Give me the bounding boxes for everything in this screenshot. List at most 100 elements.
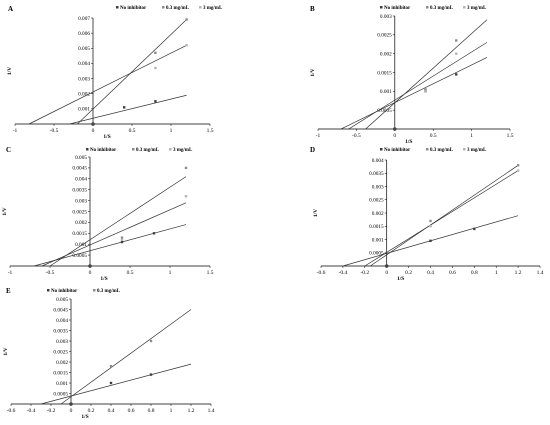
y-tick-label: 0.004 <box>78 61 90 67</box>
legend-marker <box>86 148 89 151</box>
data-point <box>185 44 188 47</box>
legend-entry: No inhibitor <box>51 289 78 294</box>
y-tick-label: 0.005 <box>75 155 87 161</box>
x-tick-label: -0.5 <box>46 270 55 276</box>
data-point <box>120 238 124 242</box>
x-tick-label: 0.5 <box>430 133 437 139</box>
x-tick-label: 0 <box>89 270 92 276</box>
x-tick-label: 1 <box>495 270 498 276</box>
x-tick-label: -1 <box>316 133 321 139</box>
x-axis-label: 1/S <box>405 139 412 145</box>
y-tick-label: 0.0015 <box>377 70 392 76</box>
legend-marker <box>169 148 172 151</box>
x-tick-label: 1.4 <box>208 408 215 414</box>
x-tick-label: 0.6 <box>449 270 456 276</box>
panel-label: C <box>6 146 11 154</box>
regression-line <box>340 57 488 130</box>
legend-entry: 3 mg/mL <box>467 6 487 11</box>
origin-point <box>393 127 397 131</box>
panel-label: B <box>310 5 315 13</box>
data-point <box>154 51 157 55</box>
data-point <box>424 88 427 91</box>
legend-marker <box>463 6 466 9</box>
legend-entry: 3 mg/mL <box>467 148 487 153</box>
x-tick-label: 0.6 <box>128 408 135 414</box>
y-tick-label: 0.002 <box>78 92 90 98</box>
legend-marker <box>426 6 429 9</box>
data-point <box>516 164 520 167</box>
x-tick-label: -0.5 <box>352 133 361 139</box>
y-tick-label: 0.001 <box>372 237 384 243</box>
legend-entry: 0.3 mg/mL <box>430 148 454 153</box>
y-tick-label: 0.0025 <box>53 349 68 355</box>
data-point <box>424 90 427 93</box>
y-axis-label: 1/V <box>2 207 8 215</box>
y-tick-label: 0.003 <box>372 184 384 190</box>
y-tick-label: 0.002 <box>380 51 392 57</box>
y-tick-label: 0.0025 <box>377 33 392 39</box>
legend-marker <box>199 6 202 9</box>
data-point <box>473 227 476 231</box>
x-tick-label: 0.5 <box>127 270 134 276</box>
x-tick-label: -0.4 <box>27 408 36 414</box>
origin-point <box>91 122 95 126</box>
regression-line <box>41 202 187 267</box>
legend-entry: No inhibitor <box>120 6 147 11</box>
x-tick-label: 0 <box>385 270 388 276</box>
y-tick-label: 0.003 <box>75 198 87 204</box>
y-axis-label: 1/V <box>3 347 9 355</box>
x-tick-label: 1.4 <box>537 270 544 276</box>
legend-entry: No inhibitor <box>384 6 411 11</box>
y-axis-label: 1/V <box>310 68 316 76</box>
legend-marker <box>380 148 383 151</box>
y-tick-label: 0.0015 <box>72 231 87 237</box>
y-tick-label: 0.0005 <box>53 391 68 397</box>
legend-marker <box>162 6 165 9</box>
regression-line <box>60 309 192 405</box>
legend-marker <box>93 289 96 292</box>
x-axis-label: 1/S <box>81 414 88 420</box>
regression-line <box>348 42 488 130</box>
y-axis-label: 1/V <box>7 67 13 75</box>
y-tick-label: 0.0025 <box>369 198 384 204</box>
y-tick-label: 0.003 <box>78 76 90 82</box>
x-tick-label: 0 <box>92 128 95 134</box>
y-tick-label: 0.0015 <box>369 224 384 230</box>
panel-label: A <box>8 5 13 13</box>
y-tick-label: 0.003 <box>380 14 392 20</box>
origin-point <box>69 402 73 406</box>
data-point <box>109 365 113 368</box>
y-tick-label: 0.0005 <box>377 108 392 114</box>
x-tick-label: 1 <box>170 408 173 414</box>
data-point <box>149 373 153 376</box>
x-tick-label: -0.2 <box>360 270 369 276</box>
data-point <box>149 339 153 343</box>
x-axis-label: 1/S <box>100 276 107 282</box>
legend-entry: No inhibitor <box>90 148 117 153</box>
x-tick-label: 0.2 <box>88 408 95 414</box>
x-tick-label: -0.6 <box>317 270 326 276</box>
y-tick-label: 0.001 <box>75 242 87 248</box>
x-tick-label: 0.4 <box>427 270 434 276</box>
y-tick-label: 0.0005 <box>369 251 384 257</box>
legend-entry: 0.3 mg/mL <box>430 6 454 11</box>
data-point <box>185 18 188 21</box>
legend-entry: No inhibitor <box>384 148 411 153</box>
y-tick-label: 0.003 <box>56 339 68 345</box>
data-point <box>123 106 126 109</box>
regression-line <box>49 176 187 267</box>
data-point <box>455 52 458 55</box>
y-tick-label: 0.002 <box>56 360 68 366</box>
data-point <box>154 100 157 103</box>
origin-point <box>88 264 92 268</box>
legend-marker <box>380 6 383 9</box>
y-tick-label: 0.0025 <box>72 209 87 215</box>
x-tick-label: -0.5 <box>50 128 59 134</box>
x-tick-label: 0.5 <box>129 128 136 134</box>
x-tick-label: -0.2 <box>47 408 56 414</box>
y-tick-label: 0.002 <box>75 220 87 226</box>
x-tick-label: 1.5 <box>507 133 514 139</box>
x-tick-label: 1 <box>470 133 473 139</box>
y-tick-label: 0.0005 <box>72 253 87 259</box>
x-axis-label: 1/S <box>397 276 404 282</box>
